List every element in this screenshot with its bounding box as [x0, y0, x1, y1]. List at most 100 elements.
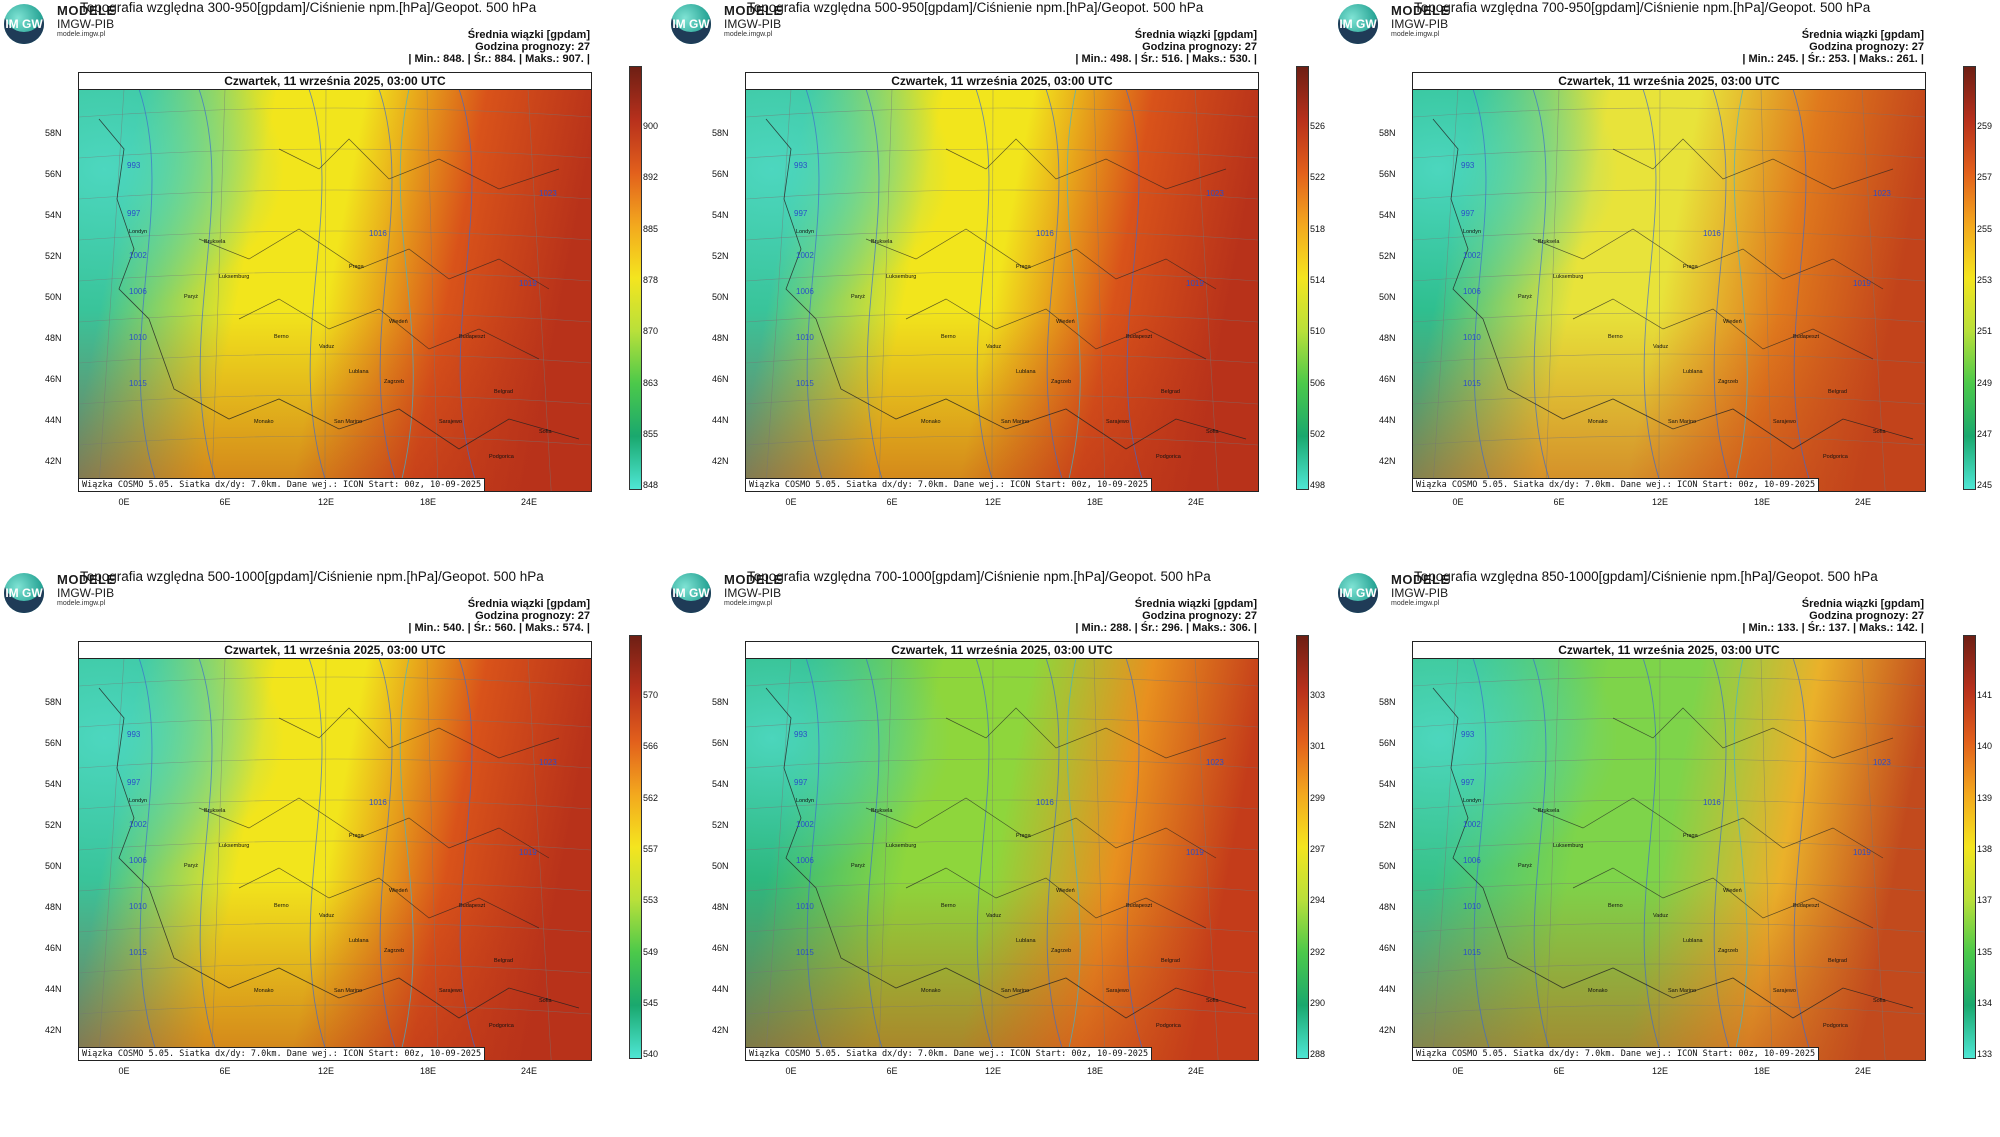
- colorbar-tick: 522: [1310, 172, 1326, 183]
- city-label: Berno: [274, 903, 289, 909]
- latitude-label: 58N: [45, 128, 62, 138]
- isobar-label: 1006: [1463, 856, 1481, 865]
- thickness-field: Londyn Bruksela Paryż Luksemburg Praga Wiedeń…: [1413, 658, 1925, 1060]
- city-label: Luksemburg: [1553, 274, 1584, 280]
- colorbar: [1296, 66, 1309, 490]
- colorbar-tick: 245: [1977, 480, 1993, 491]
- colorbar-tick: 514: [1310, 274, 1326, 285]
- panel-title: Topografia względna 700-950[gpdam]/Ciśni…: [1414, 0, 1871, 15]
- city-label: Vaduz: [986, 913, 1002, 919]
- colorbar-tick: 141: [1977, 690, 1993, 700]
- latitude-label: 42N: [712, 456, 729, 466]
- colorbar-tick: 247: [1977, 428, 1993, 439]
- city-label: Wiedeń: [389, 888, 408, 894]
- latitude-label: 54N: [45, 210, 62, 220]
- latitude-label: 52N: [712, 251, 729, 261]
- colorbar-tick: 255: [1977, 223, 1993, 234]
- brand-org: IMGW-PIB: [1391, 586, 1449, 600]
- latitude-label: 48N: [1379, 902, 1396, 912]
- longitude-label: 0E: [118, 497, 130, 507]
- thickness-field: Londyn Bruksela Paryż Luksemburg Praga Wiedeń…: [1413, 89, 1925, 491]
- latitude-label: 58N: [45, 697, 62, 707]
- isobar-label: 1015: [1463, 379, 1481, 388]
- isobar-label: 993: [127, 730, 141, 739]
- model-info-footer: Wiązka COSMO 5.05. Siatka dx/dy: 7.0km. …: [79, 478, 486, 491]
- forecast-hour: Godzina prognozy: 27: [1809, 41, 1924, 53]
- city-label: Budapeszt: [1793, 334, 1819, 340]
- colorbar-tick: 292: [1310, 946, 1326, 957]
- forecast-hour: Godzina prognozy: 27: [1142, 610, 1257, 622]
- colorbar-tick: 892: [643, 172, 659, 183]
- colorbar-tick: 855: [643, 428, 659, 439]
- colorbar-tick: 557: [643, 843, 659, 854]
- city-label: Lublana: [1683, 369, 1703, 375]
- longitude-label: 24E: [520, 1066, 538, 1076]
- valid-date: Czwartek, 11 września 2025, 03:00 UTC: [1413, 642, 1925, 659]
- panel-title: Topografia względna 500-1000[gpdam]/Ciśn…: [80, 569, 544, 584]
- imgw-logo-icon: IM GW: [1338, 573, 1378, 613]
- city-label: San Marino: [1668, 988, 1697, 994]
- city-label: Sarajewo: [1106, 988, 1129, 994]
- field-stats: | Min.: 245. | Śr.: 253. | Maks.: 261. |: [1742, 53, 1924, 65]
- longitude-label: 6E: [886, 1066, 898, 1076]
- longitude-label: 12E: [317, 497, 335, 507]
- colorbar-tick: 848: [643, 480, 659, 491]
- city-label: Vaduz: [1653, 344, 1669, 350]
- city-label: Vaduz: [319, 913, 335, 919]
- brand-url: modele.imgw.pl: [1391, 600, 1440, 607]
- isobar-label: 1016: [369, 229, 387, 238]
- city-label: Sarajewo: [1773, 419, 1796, 425]
- brand-url: modele.imgw.pl: [57, 600, 106, 607]
- forecast-panel: IM GW MODELE IMGW-PIB modele.imgw.pl Topogra…: [1334, 0, 2000, 568]
- brand-name: MODELE: [724, 3, 783, 18]
- city-label: Podgorica: [1823, 454, 1848, 460]
- city-label: Lublana: [349, 369, 369, 375]
- valid-date: Czwartek, 11 września 2025, 03:00 UTC: [79, 73, 591, 90]
- city-label: Wiedeń: [1723, 319, 1742, 325]
- brand-org: IMGW-PIB: [57, 17, 115, 31]
- colorbar-tick: 133: [1977, 1049, 1993, 1060]
- isobar-label: 1006: [129, 287, 147, 296]
- mean-label: Średnia wiązki [gpdam]: [1801, 598, 1924, 610]
- colorbar: [1963, 66, 1976, 490]
- thickness-field: Londyn Bruksela Paryż Luksemburg Praga Wiedeń…: [79, 89, 591, 491]
- city-label: Londyn: [129, 798, 148, 804]
- longitude-label: 24E: [1187, 497, 1205, 507]
- colorbar-tick: 134: [1977, 997, 1993, 1008]
- latitude-label: 42N: [45, 456, 62, 466]
- colorbar-tick: 290: [1310, 997, 1326, 1008]
- colorbar-tick: 303: [1310, 690, 1326, 700]
- imgw-logo-icon: IM GW: [4, 573, 44, 613]
- isobar-label: 1019: [519, 279, 537, 288]
- city-label: Londyn: [1463, 798, 1482, 804]
- city-label: Praga: [349, 264, 364, 270]
- isobar-label: 993: [1461, 730, 1475, 739]
- imgw-logo-icon: IM GW: [671, 4, 711, 44]
- isobar-label: 1002: [796, 820, 814, 829]
- city-label: San Marino: [1001, 419, 1030, 425]
- colorbar: [629, 635, 642, 1059]
- isobar-label: 1010: [1463, 333, 1481, 342]
- city-label: Luksemburg: [886, 274, 917, 280]
- brand-name: MODELE: [1391, 3, 1450, 18]
- city-label: Praga: [349, 833, 364, 839]
- city-label: Vaduz: [1653, 913, 1669, 919]
- isobar-label: 1010: [796, 902, 814, 911]
- isobar-label: 1023: [1873, 758, 1891, 767]
- isobar-label: 1010: [129, 902, 147, 911]
- city-label: Praga: [1683, 264, 1698, 270]
- isobar-label: 1015: [1463, 948, 1481, 957]
- longitude-label: 18E: [1753, 497, 1771, 507]
- city-label: San Marino: [1001, 988, 1030, 994]
- latitude-label: 50N: [45, 292, 62, 302]
- valid-date: Czwartek, 11 września 2025, 03:00 UTC: [79, 642, 591, 659]
- isobar-label: 1010: [129, 333, 147, 342]
- isobar-label: 1019: [1853, 279, 1871, 288]
- thickness-field: Londyn Bruksela Paryż Luksemburg Praga Wiedeń…: [746, 658, 1258, 1060]
- isobar-label: 1015: [796, 379, 814, 388]
- colorbar-tick: 251: [1977, 326, 1993, 337]
- city-label: Luksemburg: [219, 843, 250, 849]
- isobar-label: 1015: [796, 948, 814, 957]
- city-label: Belgrad: [494, 958, 513, 964]
- colorbar: [1963, 635, 1976, 1059]
